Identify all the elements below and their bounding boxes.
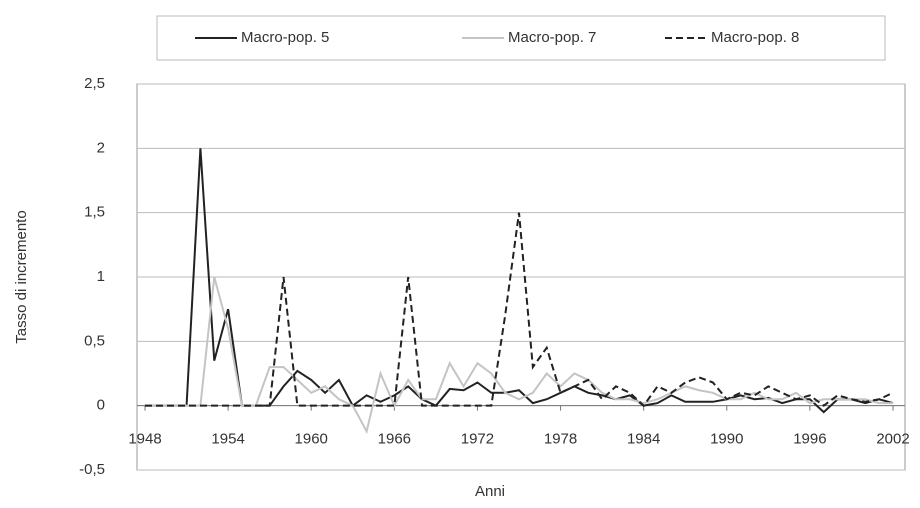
y-tick-label: 0,5 bbox=[84, 332, 105, 349]
x-tick-label: 1990 bbox=[710, 431, 743, 448]
legend-label: Macro-pop. 5 bbox=[241, 29, 329, 46]
y-tick-label: 2,5 bbox=[84, 75, 105, 92]
legend-label: Macro-pop. 8 bbox=[711, 29, 799, 46]
y-tick-label: 1,5 bbox=[84, 204, 105, 221]
x-tick-label: 2002 bbox=[876, 431, 909, 448]
x-tick-label: 1972 bbox=[461, 431, 494, 448]
x-tick-label: 1966 bbox=[378, 431, 411, 448]
y-tick-label: -0,5 bbox=[79, 461, 105, 478]
legend-label: Macro-pop. 7 bbox=[508, 29, 596, 46]
series-line bbox=[145, 276, 893, 435]
series-line bbox=[145, 148, 894, 414]
x-tick-label: 1960 bbox=[295, 431, 328, 448]
series-line bbox=[145, 212, 894, 408]
x-tick-label: 1984 bbox=[627, 431, 660, 448]
x-tick-label: 1954 bbox=[211, 431, 244, 448]
x-tick-label: 1948 bbox=[128, 431, 161, 448]
y-tick-label: 0 bbox=[97, 397, 105, 414]
legend-box bbox=[156, 15, 886, 61]
y-tick-label: 1 bbox=[97, 268, 105, 285]
x-tick-label: 1996 bbox=[793, 431, 826, 448]
x-tick-label: 1978 bbox=[544, 431, 577, 448]
y-axis-label: Tasso di incremento bbox=[13, 210, 30, 343]
y-tick-label: 2 bbox=[97, 139, 105, 156]
x-axis-label: Anni bbox=[475, 483, 505, 500]
